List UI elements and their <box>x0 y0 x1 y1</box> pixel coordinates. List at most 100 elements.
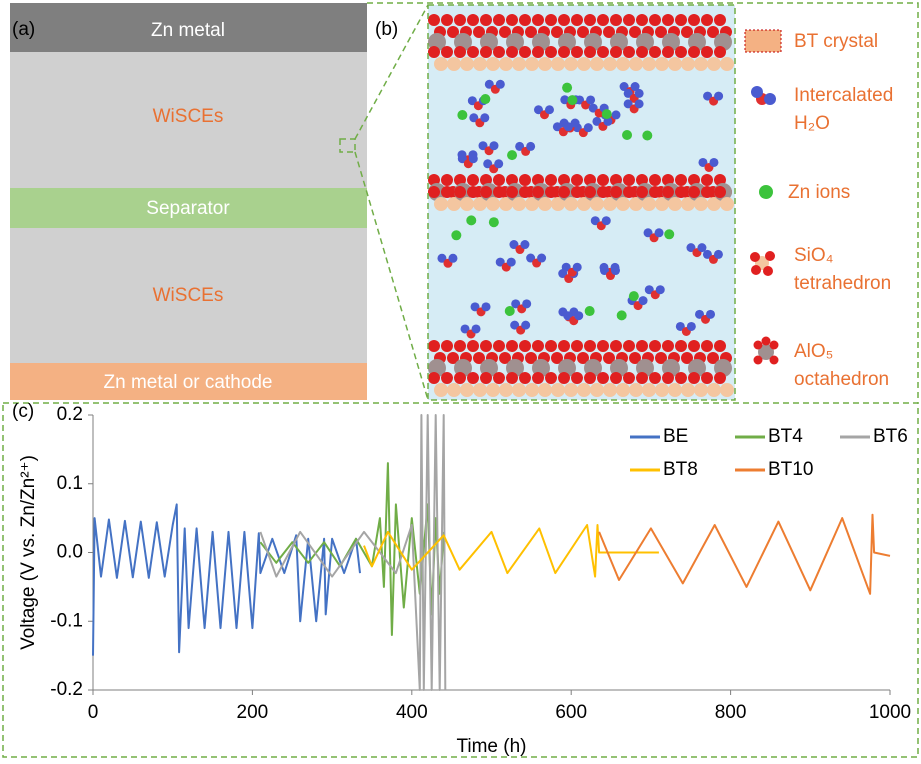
atom <box>701 186 713 198</box>
atom <box>493 186 505 198</box>
y-tick-label: 0.1 <box>57 473 83 494</box>
layer-label: WiSCEs <box>153 106 224 127</box>
atom <box>586 95 596 105</box>
atom <box>506 257 516 267</box>
atom <box>525 383 539 397</box>
atom <box>654 228 664 238</box>
atom <box>519 14 531 26</box>
atom <box>584 372 596 384</box>
legend-text: AlO₅ <box>794 341 833 362</box>
atom <box>473 352 485 364</box>
atom <box>468 154 478 164</box>
structure <box>428 14 734 397</box>
atom <box>675 372 687 384</box>
atom <box>519 340 531 352</box>
atom <box>590 197 604 211</box>
atom <box>688 46 700 58</box>
atom <box>499 352 511 364</box>
legend-text: octahedron <box>794 369 889 390</box>
atom <box>510 320 520 330</box>
atom <box>603 57 617 71</box>
legend-text: Zn ions <box>788 182 850 203</box>
atom <box>603 116 613 126</box>
atom <box>701 14 713 26</box>
layer-label: Zn metal or cathode <box>104 372 273 393</box>
atom <box>473 26 485 38</box>
x-tick-label: 600 <box>555 702 587 723</box>
atom <box>563 122 573 132</box>
atom <box>506 372 518 384</box>
atom <box>697 243 707 253</box>
atom <box>532 14 544 26</box>
atom <box>473 197 487 211</box>
atom <box>584 14 596 26</box>
atom <box>471 324 481 334</box>
atom <box>694 57 708 71</box>
atom <box>610 266 620 276</box>
atom <box>701 340 713 352</box>
atom <box>454 46 466 58</box>
atom <box>552 122 562 132</box>
atom <box>451 230 462 241</box>
atom <box>571 340 583 352</box>
atom <box>592 116 602 126</box>
atom <box>584 46 596 58</box>
atom <box>688 14 700 26</box>
atom <box>522 299 532 309</box>
atom <box>681 352 693 364</box>
atom <box>454 340 466 352</box>
atom <box>590 216 600 226</box>
atom <box>571 372 583 384</box>
atom <box>590 57 604 71</box>
atom <box>545 186 557 198</box>
atom <box>636 372 648 384</box>
atom <box>564 57 578 71</box>
atom <box>495 257 505 267</box>
y-tick-label: 0.2 <box>57 404 83 425</box>
atom <box>562 82 573 93</box>
atom <box>707 383 721 397</box>
atom <box>675 186 687 198</box>
atom <box>603 26 615 38</box>
atom <box>493 14 505 26</box>
atom <box>623 46 635 58</box>
atom <box>480 46 492 58</box>
atom <box>649 46 661 58</box>
atom <box>610 340 622 352</box>
atom <box>441 46 453 58</box>
atom <box>688 372 700 384</box>
atom <box>664 229 675 240</box>
atom <box>681 26 693 38</box>
atom <box>603 352 615 364</box>
atom <box>713 249 723 259</box>
atom <box>686 243 696 253</box>
atom <box>488 217 499 228</box>
legend-label: BT4 <box>768 426 803 447</box>
atom <box>506 14 518 26</box>
atom <box>707 26 719 38</box>
atom <box>707 57 721 71</box>
atom <box>675 14 687 26</box>
atom <box>629 352 641 364</box>
atom <box>567 95 578 106</box>
atom <box>571 46 583 58</box>
atom <box>499 197 513 211</box>
atom <box>460 383 474 397</box>
atom <box>629 57 643 71</box>
atom <box>525 352 537 364</box>
series-line <box>363 524 659 578</box>
atom <box>506 46 518 58</box>
atom <box>486 197 500 211</box>
series-line <box>259 414 447 691</box>
atom <box>558 372 570 384</box>
atom <box>714 186 726 198</box>
atom <box>706 309 716 319</box>
atom <box>428 372 440 384</box>
atom <box>466 215 477 226</box>
atom <box>655 197 669 211</box>
atom <box>448 253 458 263</box>
atom <box>628 291 639 302</box>
atom <box>597 372 609 384</box>
atom <box>662 340 674 352</box>
atom <box>460 197 474 211</box>
